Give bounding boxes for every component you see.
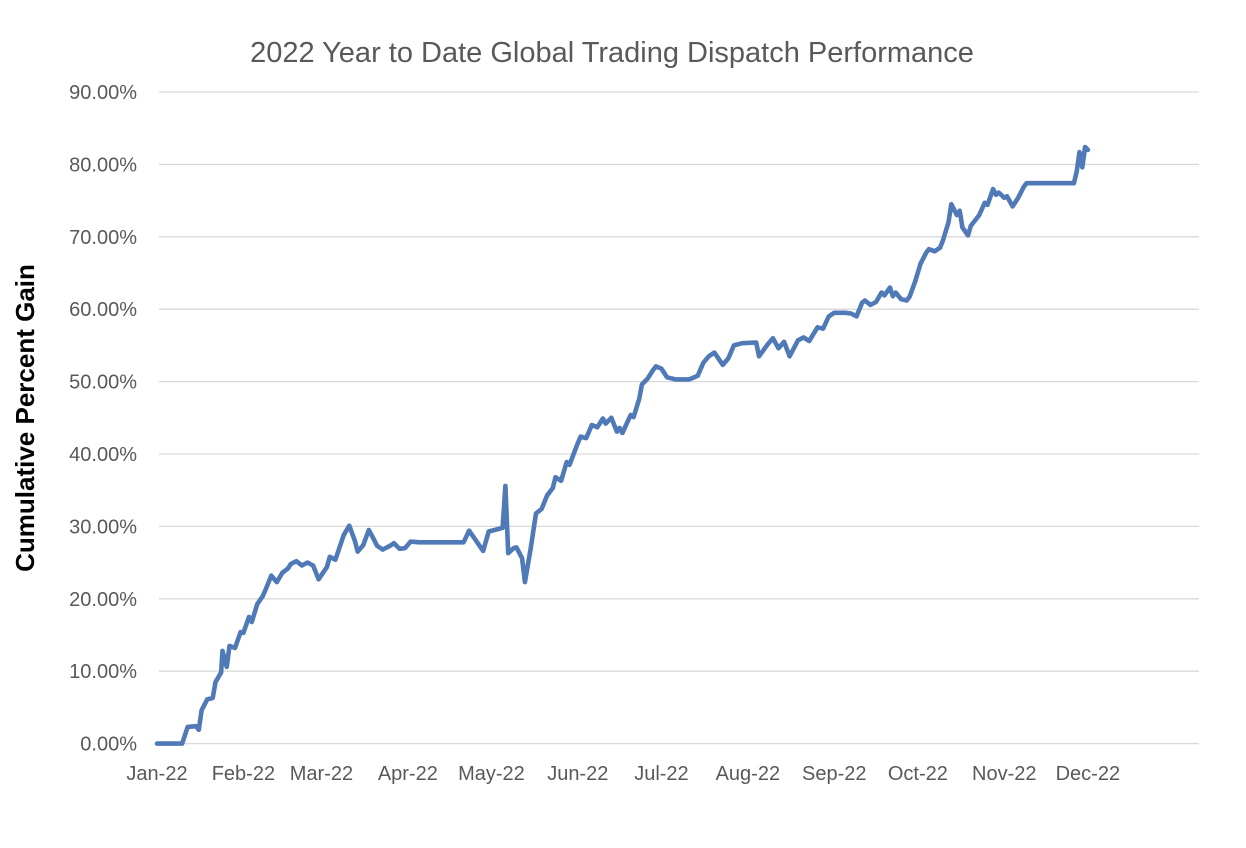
y-tick-label: 20.00% — [69, 589, 137, 611]
series-line-cumulative-percent-gain — [154, 144, 1091, 746]
y-tick-label: 30.00% — [69, 516, 137, 538]
x-tick-label: May-22 — [458, 763, 525, 785]
x-tick-label: Oct-22 — [888, 763, 948, 785]
x-tick-label: Mar-22 — [290, 763, 353, 785]
x-tick-label: Jul-22 — [634, 763, 688, 785]
x-tick-label: Apr-22 — [378, 763, 438, 785]
gridlines — [159, 91, 1199, 745]
x-tick-label: Nov-22 — [972, 763, 1036, 785]
x-tick-label: Dec-22 — [1056, 763, 1120, 785]
chart-title: 2022 Year to Date Global Trading Dispatc… — [250, 37, 974, 69]
y-tick-label: 80.00% — [69, 154, 137, 176]
x-tick-label: Sep-22 — [802, 763, 867, 785]
x-tick-label: Feb-22 — [212, 763, 275, 785]
x-tick-label: Jun-22 — [547, 763, 608, 785]
y-tick-label: 0.00% — [80, 734, 137, 756]
y-tick-label: 90.00% — [69, 82, 137, 104]
x-tick-label: Aug-22 — [716, 763, 781, 785]
y-tick-label: 10.00% — [69, 661, 137, 683]
y-tick-label: 50.00% — [69, 372, 137, 394]
y-axis-title: Cumulative Percent Gain — [10, 264, 40, 572]
y-tick-label: 60.00% — [69, 299, 137, 321]
y-tick-label: 70.00% — [69, 227, 137, 249]
y-tick-label: 40.00% — [69, 444, 137, 466]
x-axis-tick-labels: Jan-22 Feb-22 Mar-22 Apr-22 May-22 Jun-22 Jul-… — [126, 763, 1120, 785]
y-axis-tick-labels: 0.00% 10.00% 20.00% 30.00% 40.00% 50.00% 60.00… — [69, 82, 137, 756]
x-tick-label: Jan-22 — [126, 763, 187, 785]
